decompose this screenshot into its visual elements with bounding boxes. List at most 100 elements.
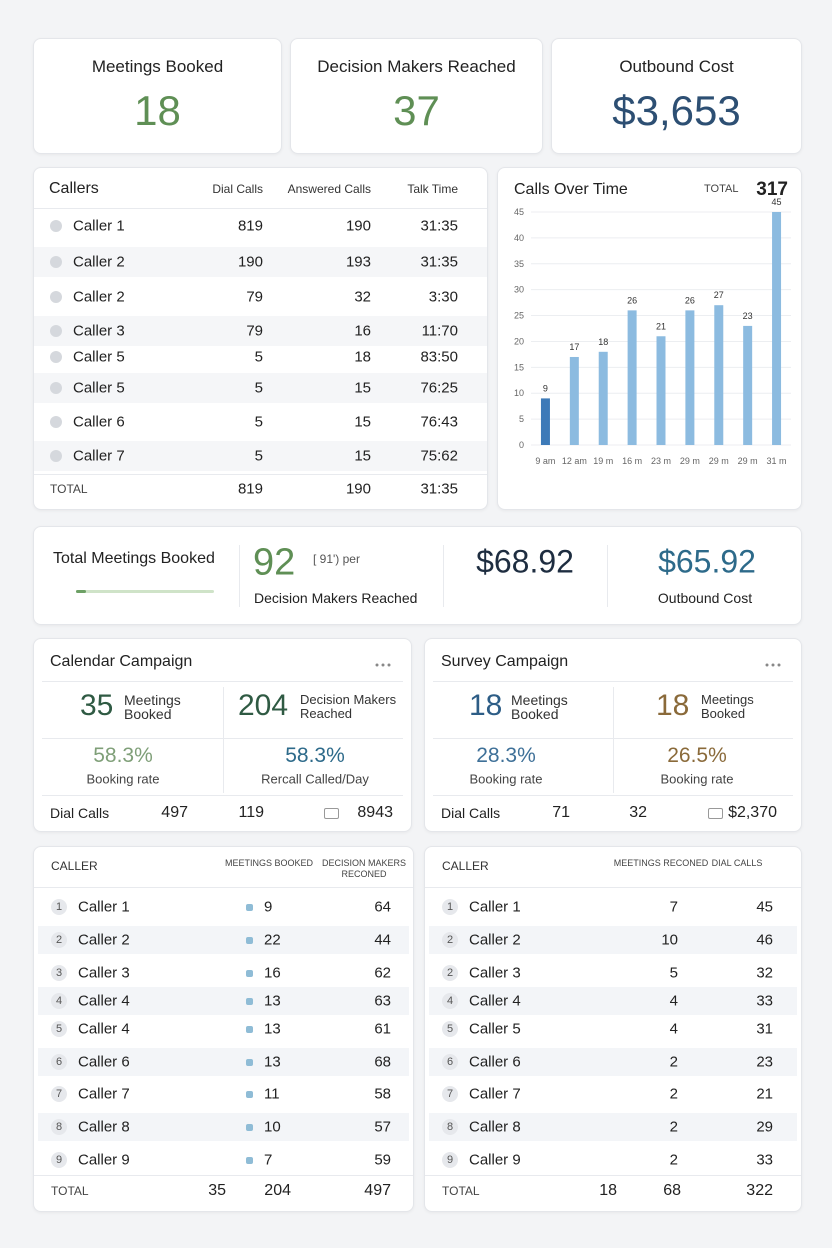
caller-name: Caller 3 [78, 964, 130, 982]
y-tick-label: 5 [519, 414, 524, 424]
cell: 79 [246, 288, 263, 306]
total-label: TOTAL [442, 1184, 480, 1198]
chart: Calls Over Time TOTAL 317 0 5 10 15 20 25 30 35 40 4… [514, 179, 791, 466]
cell: 31 [756, 1020, 773, 1038]
cell: 15 [354, 447, 371, 465]
footer-value: 497 [161, 804, 188, 821]
stat-label: Meetings Booked [511, 692, 568, 722]
total-cell: 819 [237, 480, 263, 498]
y-tick-label: 15 [514, 362, 524, 372]
cell: 33 [756, 992, 773, 1010]
cell: 13 [264, 992, 281, 1010]
cell: 5 [254, 413, 263, 431]
cell: 15 [354, 379, 371, 397]
cell: 4 [669, 1020, 678, 1038]
caller-name: Caller 2 [78, 931, 130, 949]
status-dot [246, 937, 253, 944]
cell: 64 [374, 898, 391, 916]
cell: 3:30 [428, 288, 458, 306]
menu-button[interactable] [761, 657, 785, 667]
cell: 68 [374, 1053, 391, 1071]
status-dot [246, 998, 253, 1005]
row-stripe [34, 247, 487, 277]
x-tick-label: 29 m [680, 456, 700, 466]
row-icon [50, 382, 62, 394]
caller-name: Caller 1 [78, 898, 130, 916]
x-tick-label: 29 m [709, 456, 729, 466]
caller-name: Caller 5 [73, 348, 125, 366]
divider [34, 1175, 413, 1176]
x-tick-label: 12 am [562, 456, 587, 466]
row-stripe [38, 1048, 409, 1076]
footer-icon [324, 808, 339, 819]
caller-table: CALLER MEETINGS RECONED DIAL CALLS 1 Caller … [424, 846, 802, 1212]
column-header: Answered Calls [287, 182, 371, 196]
value-label: 17 [569, 342, 579, 352]
row-stripe [34, 441, 487, 471]
total-cell: 190 [345, 480, 371, 498]
divider [239, 545, 240, 607]
row-icon [50, 450, 62, 462]
row-index: 1 [51, 899, 67, 915]
footer-label: Dial Calls [50, 805, 110, 821]
x-tick-label: 23 m [651, 456, 671, 466]
y-tick-label: 10 [514, 388, 524, 398]
summary-note: [ 91') per [313, 552, 360, 566]
caller-table: CALLER MEETINGS BOOKED DECISION MAKERS REC… [33, 846, 414, 1212]
caller-name: Caller 5 [469, 1020, 521, 1038]
x-tick-label: 9 am [535, 456, 555, 466]
stat-value: 18 [469, 689, 503, 722]
caller-name: Caller 7 [78, 1085, 130, 1103]
column-header: MEETINGS RECONED [613, 858, 709, 868]
rate-value: 28.3% [476, 744, 536, 767]
stat-label: Meetings Booked [701, 692, 754, 721]
value-label: 21 [656, 321, 666, 331]
campaign-title: Survey Campaign [441, 653, 569, 670]
footer-icon [708, 808, 723, 819]
value-label: 9 [543, 383, 548, 393]
row-stripe [34, 316, 487, 346]
caller-name: Caller 7 [73, 447, 125, 465]
row-index: 9 [51, 1152, 67, 1168]
y-tick-label: 25 [514, 311, 524, 321]
caller-name: Caller 2 [469, 931, 521, 949]
column-header: DIAL CALLS [711, 858, 763, 868]
row-index: 7 [51, 1086, 67, 1102]
cell: 33 [756, 1151, 773, 1169]
bar [743, 325, 753, 445]
total-cell: 497 [364, 1182, 391, 1199]
rate-label: Booking rate [660, 771, 734, 787]
kpi-card: Meetings Booked 18 [33, 38, 282, 154]
column-header: Dial Calls [212, 182, 263, 196]
row-stripe [429, 926, 797, 954]
divider [433, 681, 793, 682]
total-label: TOTAL [51, 1184, 89, 1198]
total-cell: 35 [208, 1182, 226, 1199]
value-label: 26 [627, 295, 637, 305]
cell: 7 [669, 898, 678, 916]
cell: 190 [237, 253, 263, 271]
bar [627, 310, 637, 445]
row-index: 8 [51, 1119, 67, 1135]
callers-table: Callers Dial Calls Answered Calls Talk Time… [33, 167, 488, 510]
stat-label: Decision Makers Reached [300, 692, 397, 721]
menu-button[interactable] [371, 657, 395, 667]
caller-name: Caller 4 [469, 992, 521, 1010]
row-stripe [38, 1113, 409, 1141]
row-index: 6 [442, 1054, 458, 1070]
total-cell: 204 [264, 1182, 291, 1199]
chart-title: Calls Over Time [514, 181, 628, 198]
caller-name: Caller 3 [469, 964, 521, 982]
amount: $68.92 [476, 543, 574, 580]
total-label: TOTAL [704, 183, 738, 195]
cell: 59 [374, 1151, 391, 1169]
row-stripe [429, 1048, 797, 1076]
value-label: 18 [598, 337, 608, 347]
table-title: Callers [49, 180, 99, 197]
y-tick-label: 40 [514, 233, 524, 243]
cell: 23 [756, 1053, 773, 1071]
bar [714, 305, 724, 445]
cell: 44 [374, 931, 391, 949]
summary-value: 92 [253, 541, 296, 584]
kpi-card: Decision Makers Reached 37 [290, 38, 543, 154]
